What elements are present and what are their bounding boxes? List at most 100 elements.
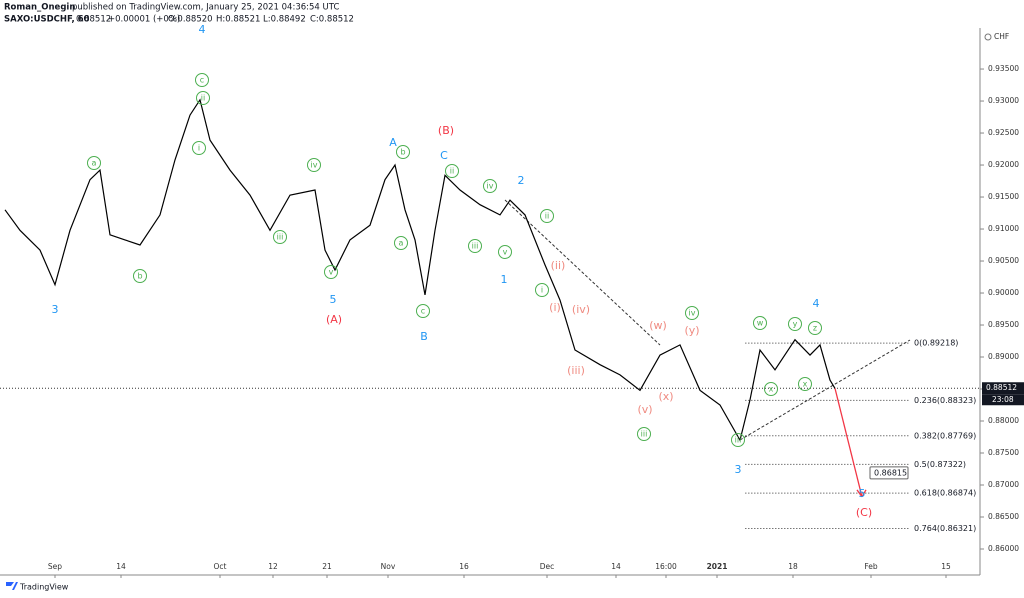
y-tick-label: 0.91500 — [988, 192, 1019, 201]
wave-circle — [498, 245, 512, 259]
fib-label: 0(0.89218) — [914, 339, 958, 348]
y-tick-label: 0.87500 — [988, 448, 1019, 457]
logo — [6, 582, 18, 590]
x-tick-label: 15 — [941, 562, 951, 571]
wave-circle — [192, 141, 206, 155]
wave-circle — [133, 269, 147, 283]
wave-circle — [753, 316, 767, 330]
wave-label: a — [92, 159, 97, 168]
x-tick-label: 16:00 — [655, 562, 677, 571]
wave-circle — [394, 236, 408, 250]
wave-label: C — [440, 149, 448, 162]
wave-label: 1 — [501, 273, 508, 286]
y-tick-label: 0.92500 — [988, 128, 1019, 137]
y-tick-label: 0.87000 — [988, 480, 1019, 489]
wave-circle — [273, 230, 287, 244]
wave-label: a — [399, 239, 404, 248]
wave-label: ii — [450, 167, 454, 176]
wave-label: i — [198, 144, 200, 153]
x-tick-label: 14 — [116, 562, 126, 571]
wave-label: iv — [311, 161, 318, 170]
wave-label: x — [803, 380, 808, 389]
published: published on TradingView.com, January 25… — [72, 3, 339, 13]
y-tick-label: 0.90500 — [988, 256, 1019, 265]
symbol: SAXO:USDCHF, 60 — [4, 15, 90, 25]
trend-line — [504, 199, 661, 346]
wave-circle — [637, 427, 651, 441]
wave-label: z — [813, 324, 817, 333]
fib-label: 0.236(0.88323) — [914, 396, 976, 405]
wave-label: 5 — [330, 293, 337, 306]
ohlc: H:0.88521 — [216, 15, 260, 25]
wave-label: 3 — [735, 463, 742, 476]
wave-label: (C) — [856, 506, 872, 519]
y-tick-label: 0.88000 — [988, 416, 1019, 425]
fib-label: 0.382(0.87769) — [914, 431, 976, 440]
x-tick-label: Oct — [214, 562, 227, 571]
wave-label: c — [200, 76, 204, 85]
wave-circle — [483, 179, 497, 193]
target-label: 0.86815 — [874, 468, 907, 477]
wave-circle — [445, 164, 459, 178]
wave-label: b — [400, 148, 405, 157]
ohlc: L:0.88492 — [263, 15, 306, 25]
wave-label: 3 — [52, 303, 59, 316]
author: Roman_Onegin — [4, 3, 75, 13]
y-tick-label: 0.92000 — [988, 160, 1019, 169]
wave-label: b — [137, 272, 142, 281]
fib-label: 0.764(0.86321) — [914, 524, 976, 533]
wave-circle — [788, 317, 802, 331]
wave-label: i — [541, 286, 543, 295]
trend-line — [739, 339, 911, 441]
x-tick-label: 21 — [322, 562, 332, 571]
wave-circle — [731, 433, 745, 447]
wave-label: (w) — [649, 319, 667, 332]
wave-label: (A) — [326, 313, 342, 326]
y-tick-label: 0.91000 — [988, 224, 1019, 233]
wave-label: ii — [545, 212, 549, 221]
y-tick-label: 0.93000 — [988, 96, 1019, 105]
x-tick-label: Feb — [864, 562, 878, 571]
y-tick-label: 0.93500 — [988, 64, 1019, 73]
wave-circle — [808, 321, 822, 335]
wave-label: 5 — [859, 487, 866, 500]
wave-circle — [540, 209, 554, 223]
x-tick-label: 14 — [611, 562, 621, 571]
target-arrow — [834, 388, 863, 498]
wave-label: (y) — [684, 324, 699, 337]
wave-circle — [468, 239, 482, 253]
wave-circle — [764, 382, 778, 396]
wave-label: w — [757, 319, 764, 328]
wave-label: 2 — [518, 174, 525, 187]
wave-label: 4 — [199, 23, 206, 36]
target-box — [869, 466, 909, 480]
y-tick-label: 0.86500 — [988, 512, 1019, 521]
x-tick-label: 16 — [459, 562, 469, 571]
wave-circle — [196, 91, 210, 105]
wave-label: iv — [487, 182, 494, 191]
wave-circle — [685, 306, 699, 320]
wave-label: (iii) — [567, 364, 585, 377]
wave-label: B — [420, 330, 428, 343]
x-tick-label: Nov — [381, 562, 396, 571]
last-price-box — [982, 382, 1024, 395]
wave-circle — [396, 145, 410, 159]
header-price: 0.88512 — [76, 15, 111, 25]
x-tick-label: Sep — [48, 562, 62, 571]
wave-circle — [535, 283, 549, 297]
wave-label: v — [329, 268, 334, 277]
footer-brand: TradingView — [19, 583, 69, 592]
wave-label: (B) — [438, 124, 454, 137]
wave-circle — [324, 265, 338, 279]
x-tick-label: 12 — [268, 562, 278, 571]
y-tick-label: 0.86000 — [988, 544, 1019, 553]
last-price-label: 0.88512 — [986, 383, 1017, 392]
price-line — [4, 98, 836, 442]
wave-label: (i) — [549, 301, 561, 314]
wave-label: iv — [689, 309, 696, 318]
scale-icon[interactable] — [984, 33, 992, 41]
wave-label: x — [769, 385, 774, 394]
wave-label: 4 — [813, 297, 820, 310]
wave-label: y — [793, 320, 798, 329]
